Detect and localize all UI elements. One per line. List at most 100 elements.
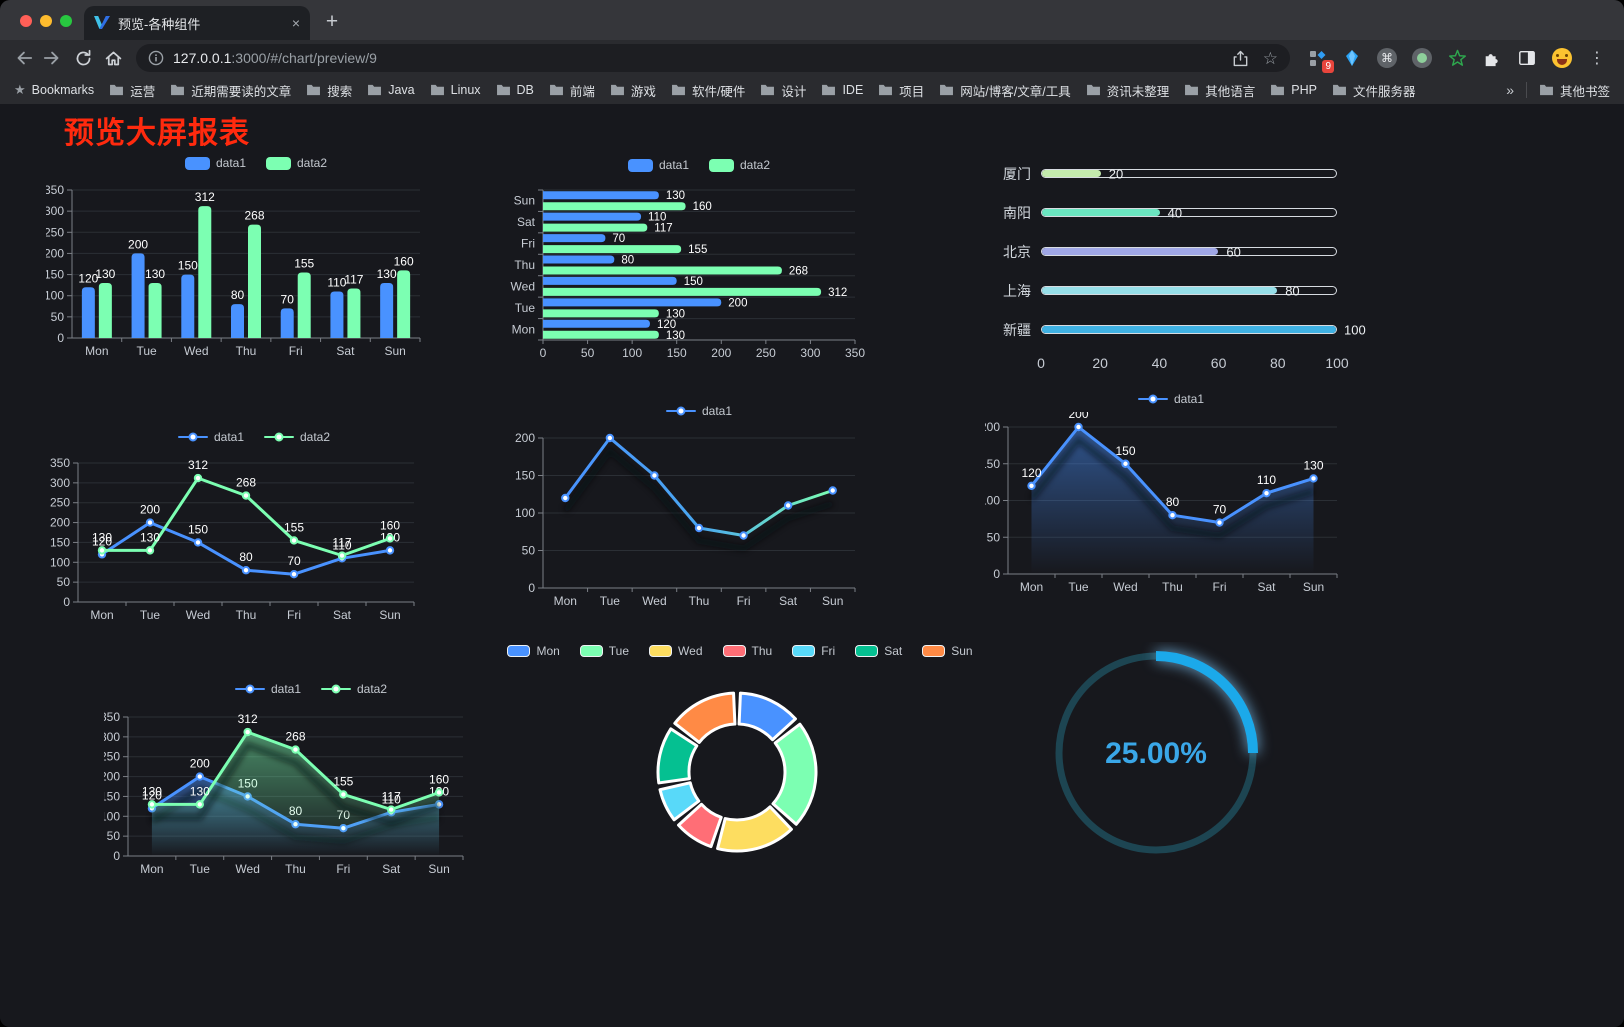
other-bookmarks-folder[interactable]: 其他书签	[1539, 81, 1610, 100]
bookmark-star-icon[interactable]: ☆	[1262, 48, 1278, 68]
bookmark-folder[interactable]: 近期需要读的文章	[170, 81, 291, 100]
legend-item-Sat[interactable]: Sat	[855, 644, 902, 658]
folder-icon	[549, 84, 563, 96]
back-button[interactable]	[8, 43, 38, 73]
bookmark-folder[interactable]: 游戏	[610, 81, 656, 100]
legend-item-Thu[interactable]: Thu	[722, 644, 773, 658]
hbar-data2-Thu	[543, 266, 782, 275]
extension-gem-icon[interactable]	[1341, 47, 1363, 69]
legend-label: Thu	[751, 644, 773, 658]
extensions-puzzle-icon[interactable]	[1481, 47, 1503, 69]
bookmarks-overflow-icon[interactable]: »	[1506, 82, 1514, 98]
chart-legend: data1	[505, 398, 893, 424]
svg-text:100: 100	[104, 809, 120, 823]
profile-avatar[interactable]	[1551, 47, 1573, 69]
site-info-icon[interactable]	[148, 50, 164, 66]
bookmark-folder[interactable]: 资讯未整理	[1086, 81, 1169, 100]
progress-value: 20	[1108, 166, 1124, 181]
svg-text:Wed: Wed	[235, 862, 259, 876]
bookmark-folder-label: PHP	[1291, 83, 1317, 97]
reload-button[interactable]	[68, 43, 98, 73]
bookmarks-root[interactable]: ★ Bookmarks	[14, 82, 94, 98]
bookmark-folder[interactable]: 项目	[878, 81, 924, 100]
svg-text:120: 120	[78, 271, 98, 285]
svg-text:Sun: Sun	[1303, 580, 1324, 594]
extension-grid-icon[interactable]: 9	[1306, 47, 1334, 73]
bookmark-folder[interactable]: 软件/硬件	[671, 81, 745, 100]
legend-item-Fri[interactable]: Fri	[792, 644, 835, 658]
bookmark-folder[interactable]: Linux	[430, 83, 481, 97]
legend-label: data2	[357, 682, 388, 696]
bookmark-folder[interactable]: PHP	[1270, 83, 1317, 97]
legend-item-Wed[interactable]: Wed	[649, 644, 703, 658]
bookmark-folder[interactable]: 设计	[760, 81, 806, 100]
tab-title: 预览-各种组件	[118, 16, 201, 32]
extension-green-star-icon[interactable]	[1446, 47, 1468, 69]
svg-text:Mon: Mon	[85, 344, 108, 358]
share-icon[interactable]	[1232, 50, 1249, 67]
bookmark-folder[interactable]: 文件服务器	[1332, 81, 1415, 100]
bookmark-folder[interactable]: Java	[367, 83, 415, 97]
home-button[interactable]	[98, 43, 128, 73]
progress-track: 60	[1041, 244, 1337, 259]
bookmark-folder[interactable]: 搜索	[306, 81, 352, 100]
chart-legend: data1 data2	[46, 150, 466, 176]
legend-item-data2[interactable]: data2	[264, 430, 330, 444]
legend-item-Mon[interactable]: Mon	[507, 644, 560, 658]
browser-menu-icon[interactable]: ⋮	[1589, 50, 1605, 67]
bookmark-folder[interactable]: 其他语言	[1184, 81, 1255, 100]
legend-label: Sun	[951, 644, 973, 658]
bar-data2-Wed	[198, 206, 212, 338]
legend-item-Tue[interactable]: Tue	[579, 644, 629, 658]
url-host: 127.0.0.1	[173, 50, 232, 66]
svg-text:160: 160	[394, 254, 414, 268]
legend-marker	[1137, 392, 1168, 406]
progress-axis: 0 20 40 60 80 100	[1037, 349, 1349, 375]
bookmark-folder[interactable]: DB	[496, 83, 534, 97]
svg-text:155: 155	[294, 256, 314, 270]
legend-item-data2[interactable]: data2	[709, 158, 770, 172]
bookmark-folder[interactable]: 运营	[109, 81, 155, 100]
donut-segment-Wed	[716, 805, 793, 853]
svg-text:100: 100	[622, 346, 642, 360]
svg-text:Sun: Sun	[379, 608, 400, 622]
new-tab-button[interactable]: +	[325, 10, 339, 33]
maximize-window-button[interactable]	[60, 15, 72, 27]
address-bar[interactable]: 127.0.0.1:3000/#/chart/preview/9 ☆	[136, 44, 1290, 72]
svg-text:130: 130	[140, 530, 160, 544]
extension-command-icon[interactable]: ⌘	[1376, 47, 1398, 69]
legend-item-data1[interactable]: data1	[234, 682, 301, 696]
svg-text:Sun: Sun	[822, 594, 843, 608]
forward-button[interactable]	[38, 43, 68, 73]
legend-item-data2[interactable]: data2	[321, 682, 387, 696]
legend-item-data1[interactable]: data1	[184, 156, 246, 170]
bookmarks-right-group: » 其他书签	[1506, 81, 1610, 100]
svg-text:Fri: Fri	[336, 862, 350, 876]
svg-text:300: 300	[104, 730, 120, 744]
hbar-data2-Fri	[543, 245, 682, 254]
page-content: 预览大屏报表 data1 data2 0 50 100 150 200 250 300 350 Mo…	[0, 104, 1624, 1027]
extension-record-icon[interactable]	[1411, 47, 1433, 69]
legend-marker	[234, 682, 265, 696]
browser-tab[interactable]: 预览-各种组件 ×	[84, 6, 310, 40]
svg-text:50: 50	[107, 829, 121, 843]
bookmark-folder[interactable]: 网站/博客/文章/工具	[939, 81, 1071, 100]
legend-item-data1[interactable]: data1	[665, 404, 732, 418]
tab-close-icon[interactable]: ×	[291, 15, 300, 31]
bookmark-folder[interactable]: IDE	[821, 83, 863, 97]
legend-item-data2[interactable]: data2	[266, 156, 327, 170]
svg-text:200: 200	[985, 420, 1000, 434]
minimize-window-button[interactable]	[40, 15, 52, 27]
hbar-data1-Tue	[543, 298, 722, 307]
legend-item-data1[interactable]: data1	[177, 430, 244, 444]
legend-item-data1[interactable]: data1	[627, 158, 689, 172]
progress-row-上海: 上海 80	[985, 271, 1365, 310]
reader-mode-icon[interactable]	[1516, 47, 1538, 69]
gauge-value-label: 25.00%	[1105, 737, 1207, 770]
close-window-button[interactable]	[20, 15, 32, 27]
area-line-chart: data1 0 50 100 150 200 Mon Tue Wed Thu Fri Sat Sun 12…	[985, 386, 1357, 600]
legend-item-Sun[interactable]: Sun	[922, 644, 973, 658]
bookmark-folder[interactable]: 前端	[549, 81, 595, 100]
legend-item-data1[interactable]: data1	[1137, 392, 1204, 406]
progress-rows: 厦门 20 南阳 40 北京 60 上海 80 新疆 100	[985, 152, 1366, 349]
